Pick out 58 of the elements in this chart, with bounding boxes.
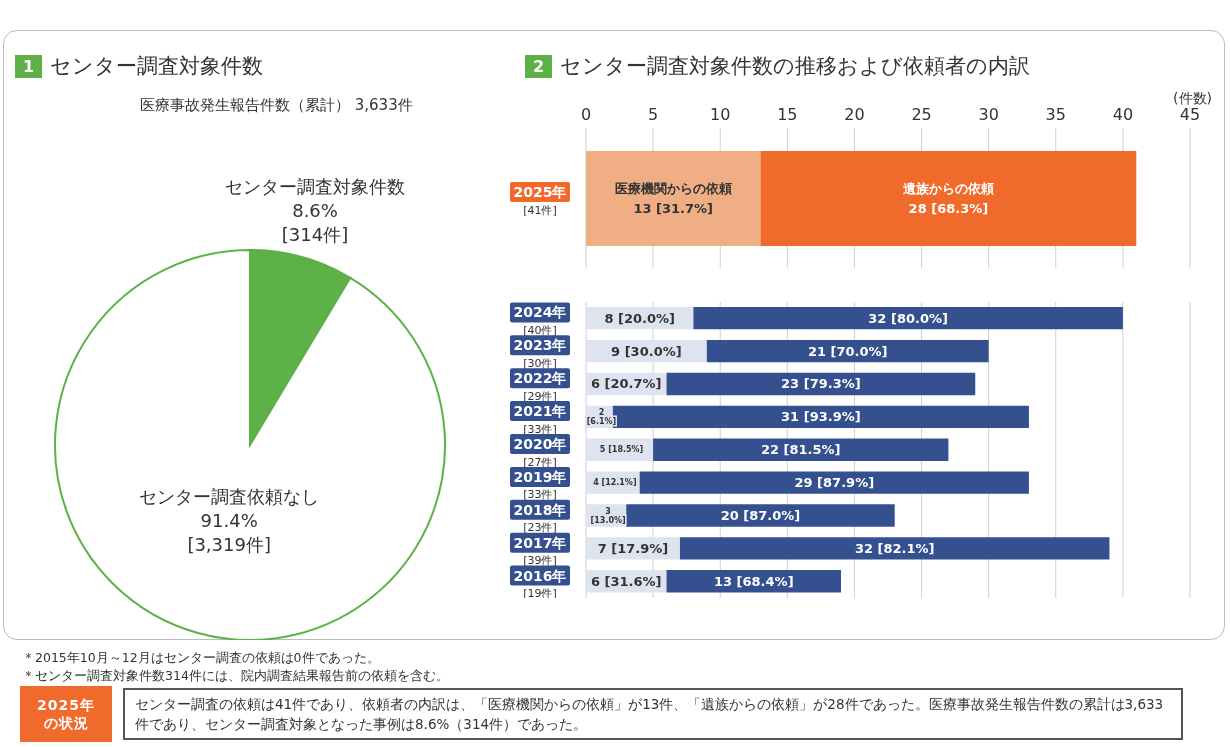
pie-slice xyxy=(54,249,446,640)
text: 2025年の状況 xyxy=(37,696,95,732)
x-axis-title: (件数) xyxy=(1173,90,1212,108)
data-label: 7 [17.9%] xyxy=(597,540,669,556)
data-label: 20 [87.0%] xyxy=(720,508,801,524)
bar xyxy=(639,471,1029,494)
data-label: 8.6% [314件] xyxy=(281,199,349,245)
y-tick-label: 2024年 [40件] xyxy=(513,304,567,337)
chart-title: 1 センター調査対象件数 xyxy=(22,53,264,80)
x-tick-label: 45 xyxy=(1179,105,1201,124)
text: ＊センター調査対象件数314件には、院内調査結果報告前の依頼を含む。 xyxy=(22,668,449,685)
data-label: 29 [87.9%] xyxy=(794,475,875,491)
data-label: 8 [20.0%] xyxy=(604,310,675,326)
bar xyxy=(653,438,949,461)
bar xyxy=(693,307,1123,330)
slice-label: センター調査依頼なし xyxy=(139,485,320,507)
data-label: 13 [68.4%] xyxy=(713,573,794,589)
text: センター調査の依頼は41件であり、依頼者の内訳は、「医療機関からの依頼」が13件、「遺族からの依頼」が28件であった。医療事故発生報告件数の累計は3,633件であり、センター調査対象となった事例は8.6%（314件）であった。 xyxy=(123,688,1183,740)
x-tick-label: 5 xyxy=(648,105,659,124)
data-label: 32 [82.1%] xyxy=(854,540,935,556)
y-tick-label: 2023年 [30件] xyxy=(513,337,567,370)
data-label: 91.4% [3,319件] xyxy=(187,509,271,555)
x-tick-label: 20 xyxy=(844,105,865,124)
data-label: 4 [12.1%] xyxy=(593,478,637,488)
slice-label: センター調査対象件数 xyxy=(225,175,406,197)
x-tick-label: 10 xyxy=(710,105,731,124)
x-tick-label: 35 xyxy=(1045,105,1066,124)
x-tick-label: 15 xyxy=(777,105,798,124)
data-label: 5 [18.5%] xyxy=(599,445,644,455)
series-label: 遺族からの依頼 xyxy=(902,181,994,196)
data-label: 6 [20.7%] xyxy=(590,376,662,392)
data-label: 23 [79.3%] xyxy=(781,376,861,392)
data-label: 21 [70.0%] xyxy=(807,343,888,359)
y-tick-label: 2018年 [23件] xyxy=(513,501,567,535)
bar xyxy=(679,537,1110,560)
bar xyxy=(666,372,976,396)
data-label: 9 [30.0%] xyxy=(611,343,682,359)
data-label: 22 [81.5%] xyxy=(760,442,841,458)
data-label: 13 [31.7%] xyxy=(633,201,714,216)
text: ＊2015年10月～12月はセンター調査の依頼は0件であった。 xyxy=(22,650,380,667)
x-tick-label: 30 xyxy=(978,105,999,124)
series-label: 医療機関からの依頼 xyxy=(614,181,732,196)
x-tick-label: 0 xyxy=(580,105,592,124)
data-label: 28 [68.3%] xyxy=(908,201,989,216)
y-tick-label: 2019年 [33件] xyxy=(513,468,567,502)
x-tick-label: 25 xyxy=(911,105,932,124)
data-label: 31 [93.9%] xyxy=(781,409,861,425)
y-tick-label: 2017年 [39件] xyxy=(513,534,567,568)
chart-subtitle: 医療事故発生報告件数（累計） 3,633件 xyxy=(140,96,413,115)
data-label: 6 [31.6%] xyxy=(590,573,662,589)
bar xyxy=(626,504,895,527)
x-tick-label: 40 xyxy=(1112,105,1134,124)
data-label: 3 [13.0%] xyxy=(590,506,626,525)
bar xyxy=(706,339,989,363)
data-label: 32 [80.0%] xyxy=(868,310,948,326)
y-tick-label: 2016年 [19件] xyxy=(513,567,567,601)
chart-title: 2 センター調査対象件数の推移および依頼者の内訳 xyxy=(532,53,1031,80)
y-tick-label: 2025年 [41件] xyxy=(513,184,567,217)
